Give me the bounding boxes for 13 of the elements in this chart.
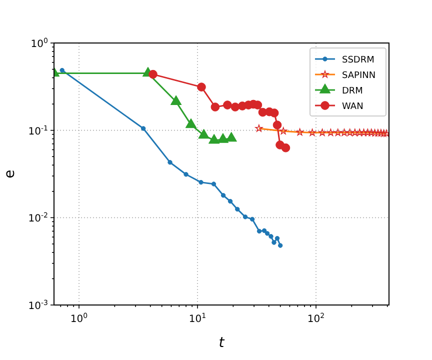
y-tick-label: 10$^{-2}$ xyxy=(28,212,48,225)
legend-label: SSDRM xyxy=(342,56,374,66)
y-tick-label: 10$^{-1}$ xyxy=(28,124,48,138)
legend-label: SAPINN xyxy=(342,71,376,81)
y-axis-title: e xyxy=(2,170,18,178)
x-tick-label: 10$^{2}$ xyxy=(307,312,325,325)
y-tick-label: 10$^{-3}$ xyxy=(28,299,48,312)
y-tick-label: 10$^{0}$ xyxy=(30,37,48,50)
legend-label: DRM xyxy=(342,86,363,96)
legend-label: WAN xyxy=(342,102,364,112)
x-tick-label: 10$^{0}$ xyxy=(70,312,88,325)
x-axis-title: t xyxy=(218,335,225,351)
x-tick-label: 10$^{1}$ xyxy=(188,312,206,325)
